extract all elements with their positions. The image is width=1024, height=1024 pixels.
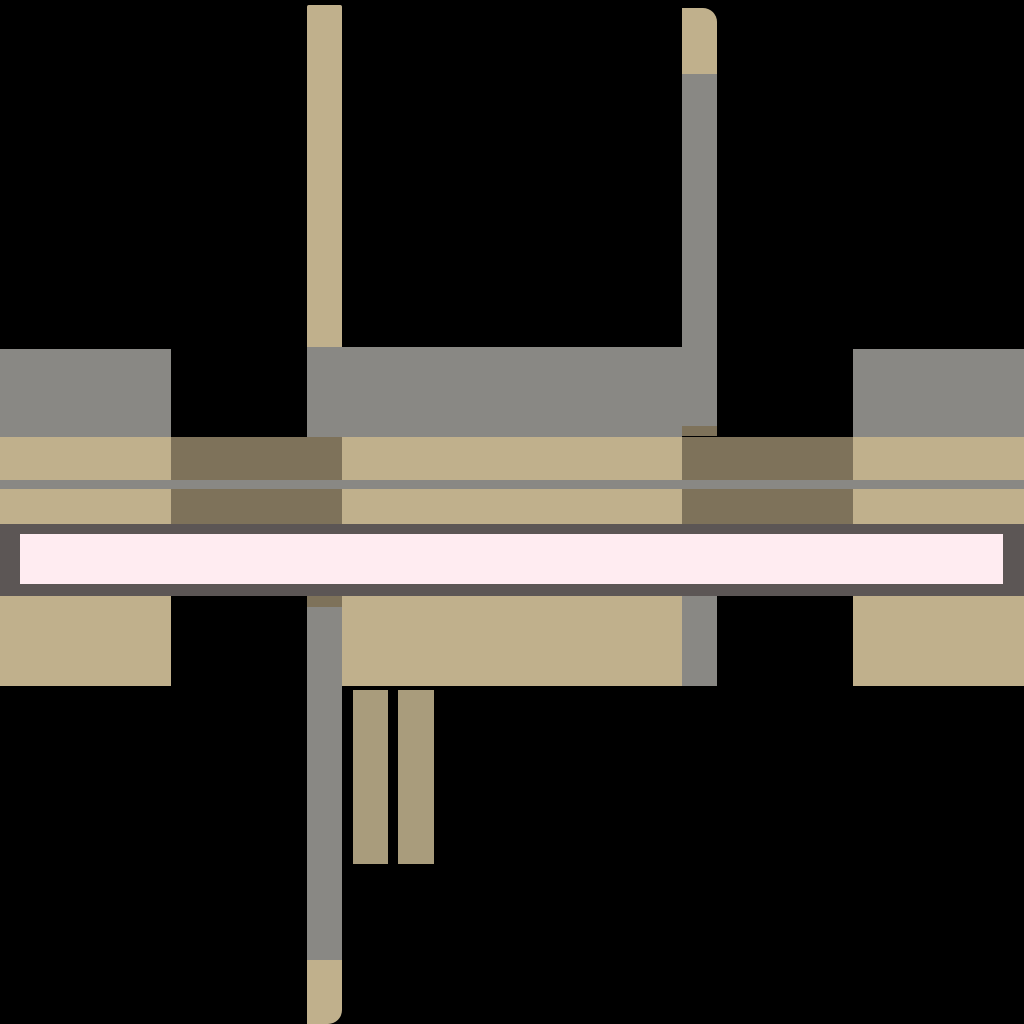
right-pole-bottom <box>682 596 717 686</box>
left-pole-top <box>307 5 342 347</box>
lower-right-block <box>853 596 1024 686</box>
progress-bar <box>0 524 1024 596</box>
right-pole-top <box>682 74 717 426</box>
left-gray-block <box>0 349 171 437</box>
lower-pole-joint <box>307 596 342 607</box>
leg-left <box>353 690 388 864</box>
lower-center-block <box>342 596 682 686</box>
right-gray-block <box>853 349 1024 437</box>
lower-pole <box>307 607 342 960</box>
lower-pole-cap <box>307 960 342 1024</box>
center-gray-block <box>307 347 682 437</box>
horizontal-rail <box>0 480 1024 489</box>
right-pole-cap <box>682 8 717 74</box>
lower-left-block <box>0 596 171 686</box>
progress-bar-fill <box>20 534 1003 584</box>
right-pole-joint <box>682 426 717 436</box>
leg-right <box>398 690 434 864</box>
